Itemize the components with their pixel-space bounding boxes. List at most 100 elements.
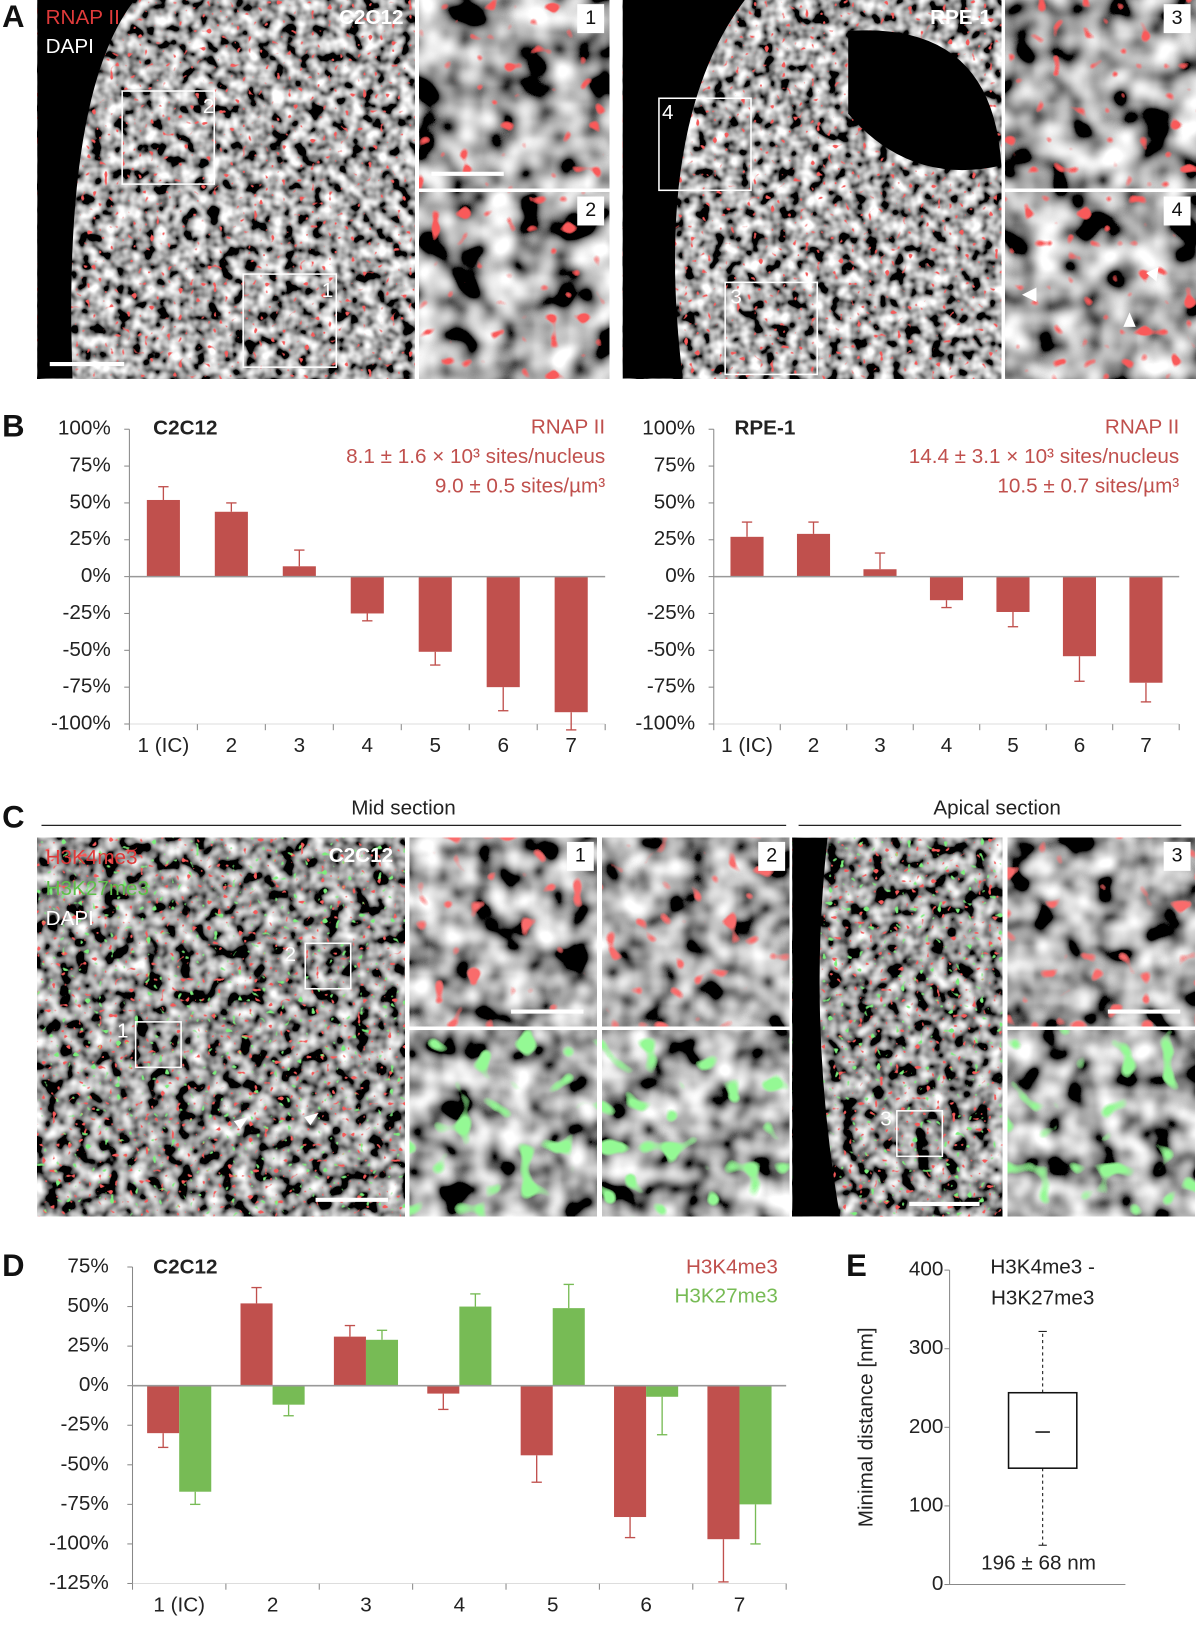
- image-background: [622, 0, 745, 379]
- chart-title: RPE-1: [734, 417, 795, 440]
- y-tick-label: -25%: [647, 601, 695, 624]
- y-tick-label: -75%: [60, 1492, 108, 1515]
- bar: [333, 1336, 366, 1386]
- chart-title: C2C12: [153, 1256, 217, 1279]
- y-tick-label: -50%: [647, 638, 695, 661]
- inset-image: [409, 837, 597, 1027]
- cell-label: C2C12: [339, 6, 403, 29]
- y-tick-label: 0%: [665, 564, 695, 587]
- y-tick-label: 0%: [79, 1373, 109, 1396]
- roi-label: 3: [880, 1108, 892, 1131]
- bar: [418, 576, 452, 652]
- legend-label: RNAP II: [46, 6, 120, 29]
- roi-box: [896, 1110, 944, 1158]
- bar: [146, 499, 180, 577]
- bar: [614, 1385, 647, 1518]
- y-tick-label: 50%: [69, 490, 110, 513]
- legend-label: H3K27me3: [46, 877, 149, 900]
- y-tick-label: 100: [909, 1493, 944, 1516]
- inset-number: 2: [585, 199, 596, 221]
- inset-number: 4: [1172, 199, 1183, 221]
- bar: [350, 576, 384, 614]
- y-tick-label: 300: [909, 1336, 944, 1359]
- legend-label: RNAP II: [531, 416, 605, 439]
- panel-label: C: [2, 799, 24, 834]
- x-tick-label: 6: [640, 1594, 652, 1617]
- y-tick-label: 25%: [654, 527, 695, 550]
- roi-box: [121, 90, 215, 185]
- roi-box: [724, 281, 818, 376]
- y-tick-label: 0: [932, 1572, 944, 1595]
- legend-label: H3K4me3: [686, 1256, 778, 1279]
- x-tick-label: 4: [941, 734, 953, 757]
- y-tick-label: 200: [909, 1415, 944, 1438]
- x-tick-label: 4: [362, 734, 374, 757]
- y-tick-label: 400: [909, 1258, 944, 1281]
- inset-image: [602, 837, 790, 1027]
- bar: [646, 1385, 679, 1397]
- chart-title: H3K4me3 -: [990, 1256, 1095, 1279]
- y-tick-label: 25%: [67, 1334, 108, 1357]
- roi-box: [658, 97, 752, 192]
- y-tick-label: 100%: [58, 417, 111, 440]
- bar: [427, 1385, 460, 1394]
- inset-number-bg: [577, 4, 605, 34]
- bar: [739, 1385, 772, 1505]
- y-axis-label: Minimal distance [nm]: [854, 1327, 877, 1527]
- inset-number: 1: [575, 845, 586, 867]
- roi-label: 4: [662, 101, 674, 124]
- annotation: 8.1 ± 1.6 × 10³ sites/nucleus: [346, 445, 605, 468]
- y-tick-label: -50%: [60, 1452, 108, 1475]
- x-tick-label: 7: [565, 734, 577, 757]
- inset-number: 3: [1172, 7, 1183, 29]
- y-tick-label: -25%: [60, 1413, 108, 1436]
- y-tick-label: 50%: [654, 490, 695, 513]
- bar: [929, 576, 964, 601]
- y-tick-label: -50%: [63, 638, 111, 661]
- bar: [179, 1385, 212, 1492]
- y-tick-label: -25%: [63, 601, 111, 624]
- x-tick-label: 1 (IC): [721, 734, 773, 757]
- bar: [730, 536, 764, 577]
- image-background: [792, 837, 840, 1217]
- section-label: Mid section: [351, 796, 456, 819]
- legend-label: H3K4me3: [46, 846, 138, 869]
- chart-title: C2C12: [153, 417, 217, 440]
- inset-number-bg: [758, 841, 786, 871]
- x-tick-label: 3: [360, 1594, 372, 1617]
- cell-label: RPE-1: [930, 6, 991, 29]
- y-tick-label: 75%: [69, 454, 110, 477]
- x-tick-label: 4: [454, 1594, 465, 1617]
- x-tick-label: 7: [734, 1594, 746, 1617]
- image-background: [37, 0, 135, 379]
- bar: [365, 1339, 399, 1386]
- chart-title: H3K27me3: [991, 1287, 1094, 1310]
- roi-box: [134, 1021, 182, 1069]
- annotation: 10.5 ± 0.7 sites/µm³: [997, 475, 1179, 498]
- bar: [214, 511, 248, 577]
- roi-label: 3: [730, 285, 742, 308]
- legend-label: H3K27me3: [674, 1284, 777, 1307]
- legend-label: DAPI: [46, 907, 94, 930]
- y-tick-label: 0%: [81, 564, 111, 587]
- annotation: 196 ± 68 nm: [981, 1551, 1096, 1574]
- inset-number-bg: [1163, 841, 1191, 871]
- inset-number: 2: [766, 845, 777, 867]
- bar: [272, 1385, 305, 1405]
- inset-image: [1007, 837, 1195, 1027]
- x-tick-label: 6: [1074, 734, 1086, 757]
- bar: [1129, 576, 1163, 683]
- y-tick-label: 75%: [654, 454, 695, 477]
- x-tick-label: 1 (IC): [153, 1594, 205, 1617]
- y-tick-label: 25%: [69, 527, 110, 550]
- roi-box: [304, 942, 352, 990]
- panel-label: D: [2, 1248, 24, 1283]
- y-tick-label: 75%: [67, 1254, 108, 1277]
- x-tick-label: 2: [226, 734, 238, 757]
- image-background: [848, 30, 1002, 171]
- x-tick-label: 6: [497, 734, 509, 757]
- y-tick-label: -75%: [647, 675, 695, 698]
